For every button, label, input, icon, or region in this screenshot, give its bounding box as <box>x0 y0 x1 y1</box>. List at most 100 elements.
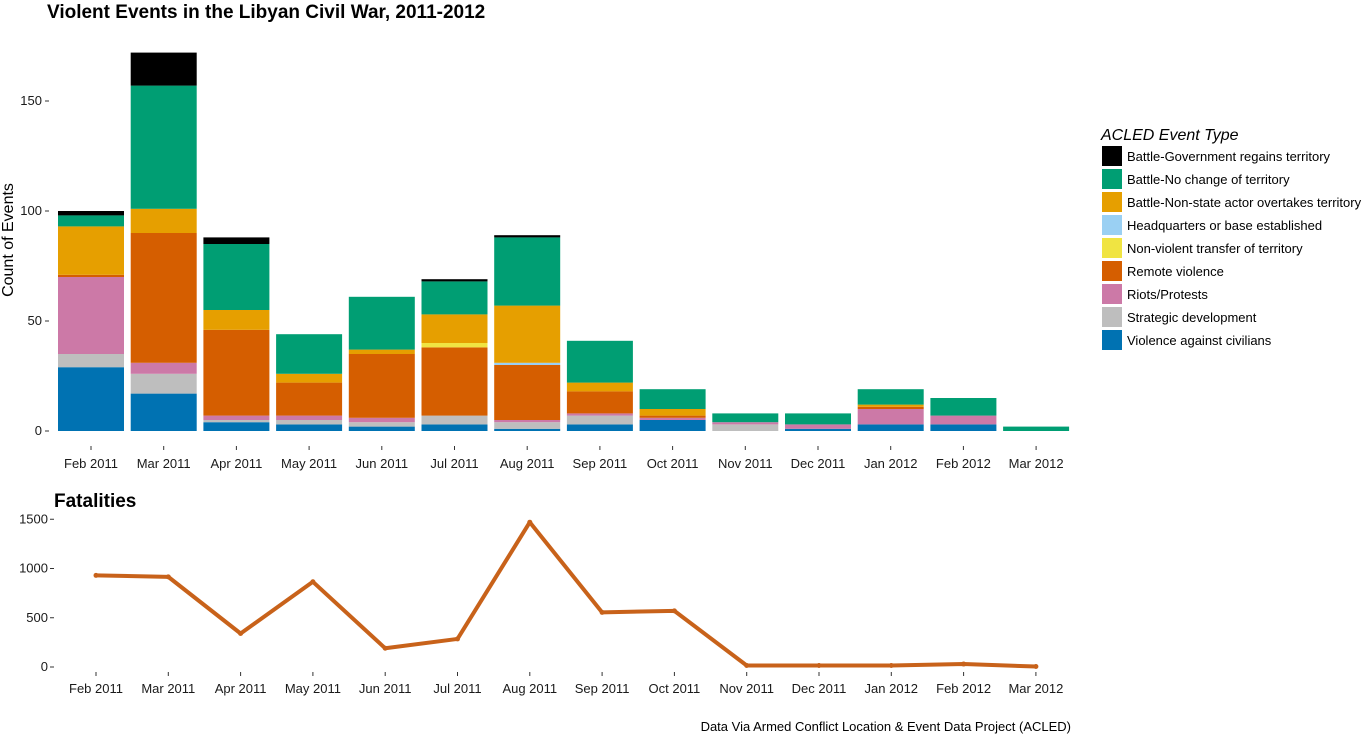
source-caption: Data Via Armed Conflict Location & Event… <box>701 719 1071 734</box>
bar-segment <box>421 415 488 425</box>
legend-swatch <box>1102 146 1122 166</box>
fatalities-point <box>1033 664 1039 670</box>
bar-segment <box>930 415 997 425</box>
legend-swatch <box>1102 192 1122 212</box>
bar-segment <box>421 424 488 431</box>
bar-segment <box>130 362 197 374</box>
legend-entry-label: Violence against civilians <box>1127 333 1272 348</box>
bar-segment <box>639 389 706 409</box>
bar-segment <box>712 424 779 431</box>
bar-segment <box>785 428 851 431</box>
bar-segment <box>785 413 851 425</box>
fatalities-x-tick-label: Jan 2012 <box>865 681 919 696</box>
bar-segment <box>203 420 270 423</box>
events-x-tick-label: Dec 2011 <box>791 456 846 471</box>
fatalities-y-tick-label: 0 <box>41 659 48 674</box>
bar-segment <box>348 422 415 427</box>
bar-segment <box>930 398 997 416</box>
bar-segment <box>566 415 633 425</box>
legend-swatch <box>1102 330 1122 350</box>
bar-segment <box>494 365 561 420</box>
events-chart-title: Violent Events in the Libyan Civil War, … <box>47 2 485 23</box>
bar-segment <box>58 354 124 368</box>
fatalities-point <box>888 663 894 669</box>
bar-segment <box>348 426 415 431</box>
bar-segment <box>348 417 415 423</box>
bar-segment <box>785 424 851 429</box>
bar-segment <box>494 422 561 429</box>
bar-segment <box>130 373 197 394</box>
bar-segment <box>494 428 561 431</box>
bar-segment <box>203 329 270 416</box>
events-y-tick-label: 150 <box>20 93 42 108</box>
fatalities-x-tick-label: Mar 2011 <box>141 681 195 696</box>
bar-segment <box>857 424 924 431</box>
events-y-tick-label: 0 <box>35 423 42 438</box>
events-x-tick-label: Feb 2011 <box>64 456 118 471</box>
legend-title: ACLED Event Type <box>1100 127 1239 144</box>
fatalities-x-tick-label: Feb 2012 <box>936 681 991 696</box>
bar-segment <box>566 382 633 392</box>
fatalities-point <box>961 661 967 667</box>
bar-segment <box>494 305 561 363</box>
fatalities-point <box>238 631 244 637</box>
bar-segment <box>566 424 633 431</box>
bar-segment <box>712 422 779 425</box>
bar-segment <box>58 367 124 431</box>
bar-segment <box>276 334 343 374</box>
fatalities-point <box>165 574 171 580</box>
bar-segment <box>857 406 924 409</box>
bar-segment <box>276 424 343 431</box>
bar-segment <box>130 52 197 86</box>
fatalities-x-tick-label: May 2011 <box>285 681 341 696</box>
bar-segment <box>421 314 488 343</box>
legend-swatch <box>1102 215 1122 235</box>
bar-segment <box>639 415 706 418</box>
legend-entry-label: Non-violent transfer of territory <box>1127 241 1303 256</box>
fatalities-point <box>816 663 822 669</box>
bar-segment <box>566 391 633 414</box>
events-y-tick-label: 50 <box>28 313 42 328</box>
events-x-tick-label: Mar 2011 <box>137 456 191 471</box>
legend-entry-label: Battle-Government regains territory <box>1127 149 1331 164</box>
bar-segment <box>712 413 779 423</box>
fatalities-chart-title: Fatalities <box>54 491 136 512</box>
bar-segment <box>639 417 706 420</box>
bar-segment <box>276 415 343 420</box>
fatalities-point <box>455 636 460 642</box>
fatalities-x-tick-label: Dec 2011 <box>792 681 847 696</box>
fatalities-y-tick-label: 1000 <box>19 561 48 576</box>
fatalities-y-ticks: 0 500 1000 1500 <box>19 511 54 674</box>
bar-segment <box>421 347 488 416</box>
fatalities-point <box>527 519 533 525</box>
bar-segment <box>130 393 197 431</box>
fatalities-x-tick-label: Jun 2011 <box>359 681 412 696</box>
legend-entry-label: Battle-No change of territory <box>1127 172 1290 187</box>
bar-segment <box>421 279 488 282</box>
bar-segment <box>348 349 415 354</box>
legend-swatch <box>1102 284 1122 304</box>
legend-entry-label: Riots/Protests <box>1127 287 1208 302</box>
events-x-tick-label: Jul 2011 <box>430 456 478 471</box>
events-y-tick-label: 100 <box>20 203 42 218</box>
fatalities-x-ticks: Feb 2011 Mar 2011 Apr 2011 May 2011 Jun 2011… <box>69 672 1063 696</box>
bar-segment <box>58 226 124 275</box>
bar-segment <box>130 208 197 233</box>
legend-swatch <box>1102 169 1122 189</box>
events-x-tick-label: Apr 2011 <box>211 456 263 471</box>
events-y-ticks: 0 50 100 150 <box>20 93 49 438</box>
events-bars <box>58 52 1070 431</box>
fatalities-x-tick-label: Apr 2011 <box>215 681 267 696</box>
bar-segment <box>639 420 706 431</box>
fatalities-line <box>94 520 1038 669</box>
events-x-ticks: Feb 2011 Mar 2011 Apr 2011 May 2011 Jun 2011… <box>64 446 1064 471</box>
legend-entry-label: Headquarters or base established <box>1127 218 1322 233</box>
events-x-tick-label: Jan 2012 <box>864 456 918 471</box>
fatalities-x-tick-label: Feb 2011 <box>69 681 123 696</box>
bar-segment <box>203 310 270 330</box>
fatalities-point <box>93 572 99 578</box>
fatalities-x-tick-label: Aug 2011 <box>502 681 557 696</box>
bar-segment <box>276 382 343 416</box>
legend-entry-label: Remote violence <box>1127 264 1224 279</box>
